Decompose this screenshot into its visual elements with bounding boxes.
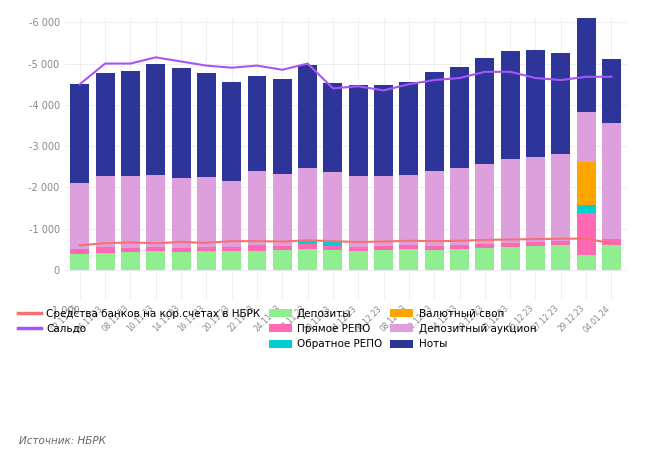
Bar bbox=[96, 176, 114, 246]
Bar bbox=[298, 249, 317, 270]
Bar bbox=[70, 183, 89, 250]
Bar bbox=[602, 59, 621, 123]
Bar bbox=[247, 170, 267, 245]
Bar bbox=[602, 239, 621, 245]
Text: Источник: НБРК: Источник: НБРК bbox=[19, 436, 106, 446]
Bar bbox=[551, 241, 570, 245]
Bar bbox=[450, 67, 469, 169]
Bar bbox=[424, 72, 444, 171]
Bar bbox=[450, 249, 469, 270]
Bar bbox=[70, 84, 89, 183]
Legend: Средства банков на кор.счетах в НБРК, Сальдо, , Депозиты, Прямое РЕПО, Обратное : Средства банков на кор.счетах в НБРК, Са… bbox=[18, 308, 536, 349]
Bar bbox=[577, 255, 596, 270]
Bar bbox=[146, 251, 165, 270]
Bar bbox=[501, 247, 519, 270]
Bar bbox=[450, 169, 469, 245]
Bar bbox=[273, 246, 292, 250]
Bar bbox=[374, 85, 393, 176]
Bar bbox=[349, 251, 368, 270]
Bar bbox=[273, 174, 292, 246]
Bar bbox=[374, 250, 393, 270]
Bar bbox=[146, 175, 165, 247]
Bar bbox=[324, 250, 342, 270]
Bar bbox=[399, 250, 419, 270]
Bar bbox=[197, 251, 216, 270]
Bar bbox=[121, 176, 140, 248]
Bar bbox=[298, 245, 317, 249]
Bar bbox=[399, 82, 419, 175]
Bar bbox=[172, 252, 191, 270]
Bar bbox=[602, 123, 621, 239]
Bar bbox=[121, 71, 140, 176]
Bar bbox=[222, 247, 241, 251]
Bar bbox=[374, 246, 393, 250]
Bar bbox=[96, 246, 114, 253]
Bar bbox=[450, 245, 469, 249]
Bar bbox=[424, 246, 444, 250]
Bar bbox=[172, 68, 191, 178]
Bar bbox=[324, 246, 342, 250]
Bar bbox=[298, 168, 317, 241]
Bar bbox=[146, 247, 165, 251]
Bar bbox=[424, 171, 444, 246]
Bar bbox=[349, 176, 368, 246]
Bar bbox=[577, 112, 596, 162]
Bar bbox=[222, 82, 241, 181]
Bar bbox=[121, 252, 140, 270]
Bar bbox=[551, 154, 570, 241]
Bar bbox=[501, 159, 519, 243]
Bar bbox=[172, 248, 191, 252]
Bar bbox=[526, 242, 545, 246]
Bar bbox=[247, 251, 267, 270]
Bar bbox=[577, 205, 596, 213]
Bar bbox=[526, 246, 545, 270]
Bar bbox=[349, 86, 368, 176]
Bar bbox=[526, 157, 545, 242]
Bar bbox=[273, 250, 292, 270]
Bar bbox=[146, 63, 165, 175]
Bar bbox=[475, 248, 494, 270]
Bar bbox=[298, 241, 317, 245]
Bar bbox=[602, 245, 621, 270]
Bar bbox=[501, 51, 519, 159]
Bar bbox=[399, 175, 419, 245]
Bar bbox=[273, 79, 292, 174]
Bar bbox=[349, 246, 368, 251]
Bar bbox=[475, 244, 494, 248]
Bar bbox=[197, 247, 216, 251]
Bar bbox=[324, 242, 342, 246]
Bar bbox=[551, 53, 570, 154]
Bar bbox=[247, 76, 267, 170]
Bar bbox=[298, 65, 317, 168]
Bar bbox=[399, 245, 419, 250]
Bar bbox=[70, 254, 89, 270]
Bar bbox=[222, 181, 241, 247]
Bar bbox=[424, 250, 444, 270]
Bar bbox=[475, 164, 494, 244]
Bar bbox=[172, 178, 191, 248]
Bar bbox=[577, 5, 596, 112]
Bar bbox=[70, 250, 89, 254]
Bar bbox=[577, 213, 596, 255]
Bar bbox=[577, 162, 596, 205]
Bar bbox=[197, 177, 216, 247]
Bar bbox=[501, 243, 519, 247]
Bar bbox=[526, 50, 545, 157]
Text: 1 000: 1 000 bbox=[52, 306, 80, 316]
Bar bbox=[96, 73, 114, 176]
Bar bbox=[374, 176, 393, 246]
Bar bbox=[475, 58, 494, 164]
Bar bbox=[197, 73, 216, 177]
Bar bbox=[551, 245, 570, 270]
Bar bbox=[324, 83, 342, 172]
Bar bbox=[324, 172, 342, 242]
Bar bbox=[121, 248, 140, 252]
Bar bbox=[247, 245, 267, 251]
Bar bbox=[222, 251, 241, 270]
Bar bbox=[96, 253, 114, 270]
